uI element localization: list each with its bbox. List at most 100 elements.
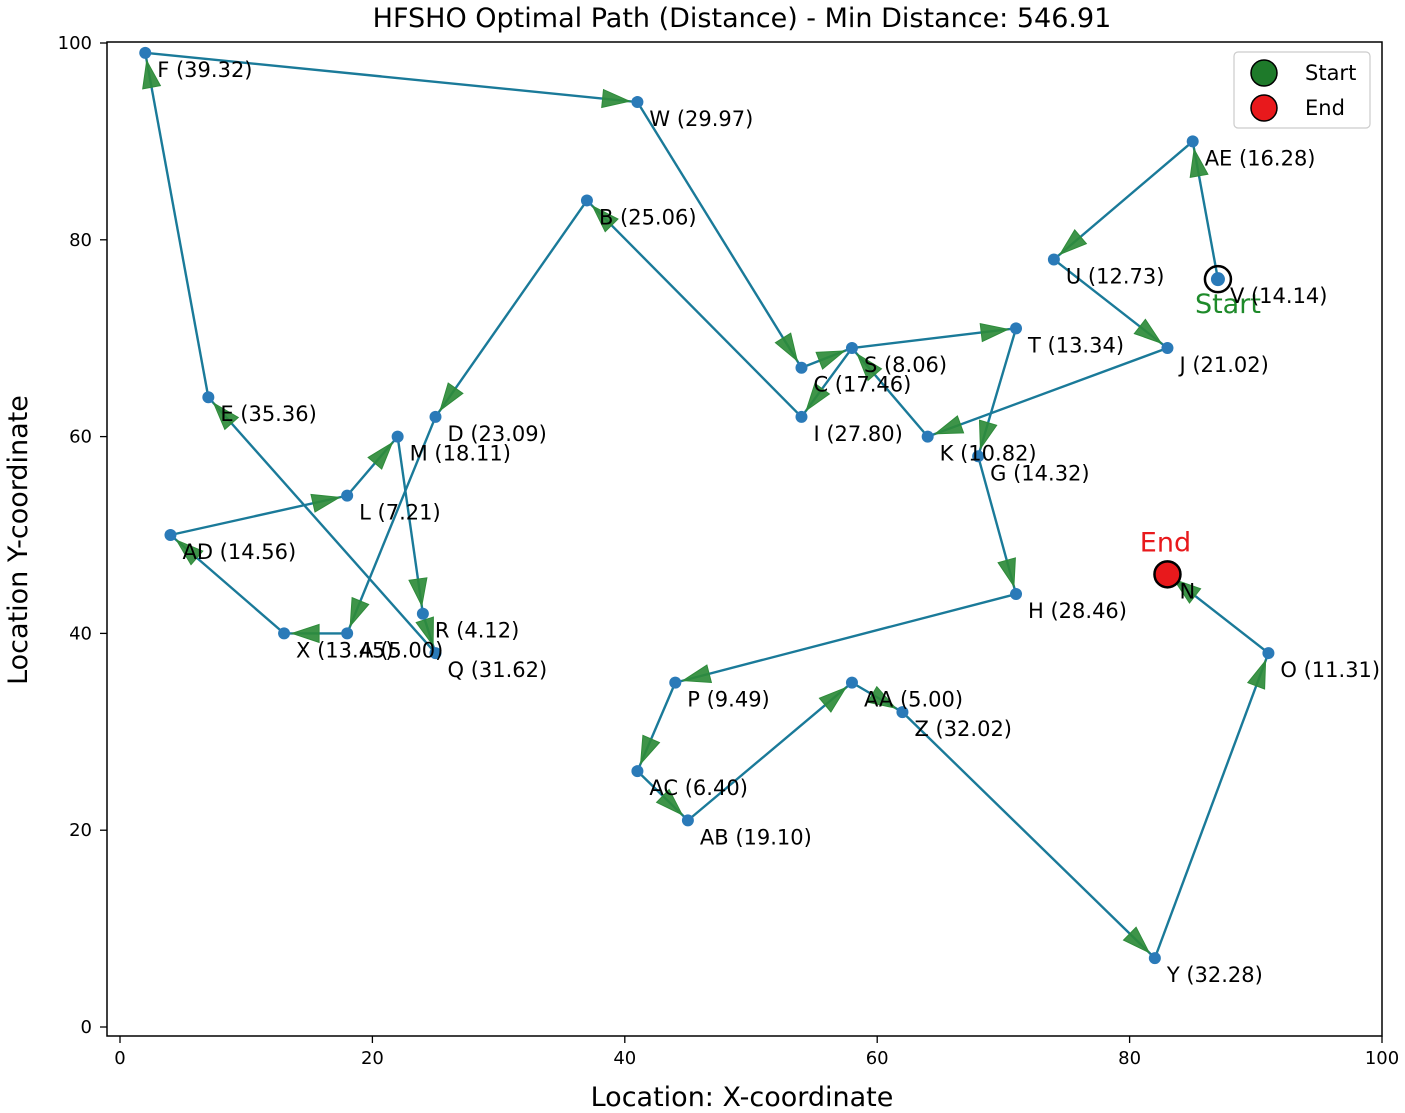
path-arrow bbox=[933, 415, 965, 435]
point-label: AB (19.10) bbox=[700, 825, 812, 849]
path-segment bbox=[346, 416, 437, 634]
path-arrow bbox=[978, 419, 998, 451]
path-arrow bbox=[856, 352, 883, 382]
path-arrow bbox=[655, 788, 684, 816]
legend-start-marker bbox=[1250, 59, 1278, 87]
path-point bbox=[341, 627, 354, 640]
path-point bbox=[1186, 135, 1199, 148]
start-inner-point bbox=[1210, 272, 1225, 287]
path-arrow bbox=[774, 332, 799, 363]
point-label: S (8.06) bbox=[864, 353, 947, 377]
point-label: AD (14.56) bbox=[182, 540, 296, 564]
path-point bbox=[972, 450, 985, 463]
point-label: X (13.45) bbox=[296, 638, 394, 662]
plot-area bbox=[106, 41, 1383, 1037]
path-arrow bbox=[1189, 147, 1209, 179]
y-tick-label: 100 bbox=[58, 33, 92, 54]
path-point bbox=[1010, 588, 1023, 601]
y-axis: 0 20 40 60 80 100 bbox=[58, 33, 107, 1038]
path-point bbox=[795, 361, 808, 374]
path-segment bbox=[636, 101, 803, 369]
path-point bbox=[139, 46, 152, 59]
path-arrow bbox=[815, 350, 846, 370]
y-tick-label: 20 bbox=[69, 820, 92, 841]
start-marker bbox=[1203, 264, 1233, 294]
point-label: M (18.11) bbox=[410, 442, 511, 466]
path-segment bbox=[586, 199, 803, 418]
path-point bbox=[631, 96, 644, 109]
path-arrow bbox=[349, 596, 370, 628]
x-tick-label: 100 bbox=[1365, 1048, 1399, 1069]
path-arrow bbox=[408, 577, 428, 608]
path-point bbox=[1148, 952, 1161, 965]
path-arrow bbox=[639, 734, 661, 766]
x-tick-label: 0 bbox=[114, 1048, 125, 1069]
path-point bbox=[1161, 342, 1174, 355]
path-point bbox=[681, 814, 694, 827]
y-tick-label: 80 bbox=[69, 230, 92, 251]
point-label: AA (5.00) bbox=[864, 688, 963, 712]
y-tick-label: 40 bbox=[69, 623, 92, 644]
path-segment bbox=[927, 346, 1168, 438]
path-segment bbox=[1153, 652, 1270, 959]
point-label: Q (31.62) bbox=[448, 658, 548, 682]
point-label: H (28.46) bbox=[1028, 599, 1127, 623]
start-label: Start bbox=[1195, 289, 1261, 320]
path-point bbox=[278, 627, 291, 640]
point-label: I (27.80) bbox=[813, 422, 902, 446]
y-axis-label: Location Y-coordinate bbox=[3, 395, 34, 685]
path-point bbox=[164, 529, 177, 541]
path-arrow bbox=[415, 616, 434, 648]
point-label: Z (32.02) bbox=[914, 717, 1012, 741]
path-point bbox=[1010, 322, 1023, 335]
path-point bbox=[921, 430, 934, 443]
path-point bbox=[416, 607, 429, 620]
x-axis-label: Location: X-coordinate bbox=[591, 1082, 894, 1113]
point-label: K (10.82) bbox=[940, 442, 1037, 466]
path-point bbox=[795, 410, 808, 423]
path-arrow bbox=[290, 623, 320, 644]
path-arrow bbox=[866, 685, 897, 709]
x-tick-label: 20 bbox=[361, 1048, 384, 1069]
path-segment bbox=[434, 199, 588, 418]
legend-start-label: Start bbox=[1305, 61, 1356, 85]
point-labels: F (39.32) W (29.97) AE (16.28) B (25.06) U (… bbox=[157, 58, 1380, 987]
point-label: AE (16.28) bbox=[1205, 146, 1316, 170]
x-tick-label: 60 bbox=[866, 1048, 889, 1069]
path-arrows bbox=[142, 59, 1267, 954]
path-point bbox=[845, 676, 858, 689]
legend-end-marker bbox=[1250, 94, 1278, 122]
point-label: E (35.36) bbox=[220, 402, 316, 426]
path-segment bbox=[674, 592, 1017, 684]
point-label: A (5.00) bbox=[359, 638, 443, 662]
path-point bbox=[896, 706, 909, 719]
path-arrow bbox=[1172, 578, 1202, 604]
path-point bbox=[845, 342, 858, 355]
path-arrow bbox=[310, 493, 341, 513]
path-segment bbox=[687, 681, 853, 822]
path-arrow bbox=[1246, 659, 1267, 690]
path-arrow bbox=[681, 664, 713, 684]
point-label: L (7.21) bbox=[359, 501, 441, 525]
point-label: AC (6.40) bbox=[649, 776, 747, 800]
point-label: V (14.14) bbox=[1230, 284, 1328, 308]
path-arrow bbox=[979, 322, 1010, 343]
path-point bbox=[429, 410, 442, 423]
path-arrow bbox=[142, 59, 162, 90]
path-arrow bbox=[818, 686, 848, 713]
y-tick-label: 60 bbox=[69, 427, 92, 448]
point-label: J (21.02) bbox=[1177, 353, 1268, 377]
point-label: B (25.06) bbox=[599, 205, 697, 229]
point-label: N bbox=[1179, 579, 1195, 603]
legend: Start End bbox=[1233, 51, 1371, 129]
path-arrow bbox=[591, 204, 619, 233]
path-point bbox=[1047, 253, 1060, 266]
point-label: F (39.32) bbox=[157, 58, 252, 82]
point-label: O (11.31) bbox=[1280, 658, 1380, 682]
path-point bbox=[391, 430, 404, 443]
end-marker bbox=[1153, 560, 1182, 589]
point-label: P (9.49) bbox=[687, 688, 769, 712]
path-point bbox=[580, 194, 593, 207]
path-arrow bbox=[175, 539, 204, 566]
